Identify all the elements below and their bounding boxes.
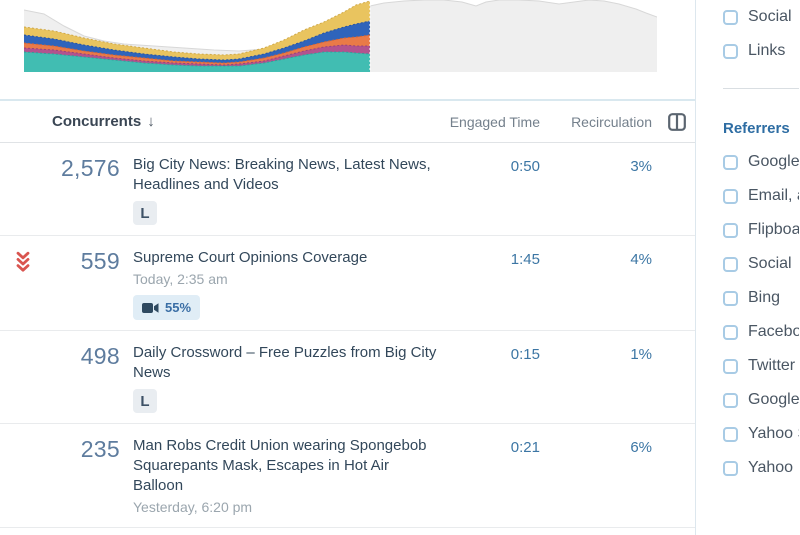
checkbox[interactable] [723, 43, 738, 59]
checkbox[interactable] [723, 324, 738, 340]
concurrents-value: 498 [80, 343, 120, 369]
table-row[interactable]: 235 Man Robs Credit Union wearing Sponge… [0, 424, 695, 528]
checkbox[interactable] [723, 188, 738, 204]
referrer-item-yahoo-search[interactable]: Yahoo S [696, 417, 799, 451]
referrer-item-google[interactable]: Google [696, 145, 799, 179]
filter-label: Flipboar [748, 221, 799, 238]
column-header-concurrents[interactable]: Concurrents ↓ [0, 113, 443, 130]
filter-label: Email, ap [748, 187, 799, 204]
table-header: Concurrents ↓ Engaged Time Recirculation [0, 99, 695, 143]
checkbox[interactable] [723, 154, 738, 170]
landing-page-badge: L [133, 389, 157, 413]
referrers-heading: Referrers [723, 119, 790, 137]
columns-icon [668, 112, 686, 131]
referrer-item-bing[interactable]: Bing [696, 281, 799, 315]
filter-label: Google [748, 391, 799, 408]
checkbox[interactable] [723, 290, 738, 306]
recirculation-value: 1% [630, 346, 652, 363]
filter-label: Bing [748, 289, 781, 306]
recirculation-value: 3% [630, 158, 652, 175]
article-title[interactable]: Daily Crossword – Free Puzzles from Big … [133, 344, 437, 381]
columns-toggle-button[interactable] [652, 112, 695, 131]
checkbox[interactable] [723, 392, 738, 408]
table-row[interactable]: 498 Daily Crossword – Free Puzzles from … [0, 331, 695, 424]
sort-descending-icon: ↓ [147, 113, 155, 130]
filter-item-social[interactable]: Social [696, 0, 799, 34]
engaged-time-value: 0:15 [510, 346, 540, 363]
table-row[interactable]: 2,576 Big City News: Breaking News, Late… [0, 143, 695, 236]
referrer-item-twitter[interactable]: Twitter [696, 349, 799, 383]
article-title[interactable]: Big City News: Breaking News, Latest New… [133, 156, 431, 193]
filter-label: Social [748, 255, 792, 272]
traffic-chart-svg [24, 0, 657, 72]
filter-sidebar: Social Links Referrers Google Email, ap … [696, 0, 799, 535]
landing-page-badge: L [133, 201, 157, 225]
filter-label: Faceboo [748, 323, 799, 340]
sidebar-divider [723, 88, 799, 89]
video-engagement-badge: 55% [133, 295, 201, 320]
filter-label: Yahoo S [748, 425, 799, 442]
concurrents-value: 559 [80, 248, 120, 274]
filter-label: Social [748, 8, 792, 25]
filter-label: Google [748, 153, 799, 170]
checkbox[interactable] [723, 426, 738, 442]
checkbox[interactable] [723, 256, 738, 272]
video-camera-icon [142, 302, 159, 313]
trend-cell [0, 155, 36, 225]
recirculation-value: 6% [630, 439, 652, 456]
referrer-item-yahoo[interactable]: Yahoo [696, 451, 799, 485]
recirculation-value: 4% [630, 251, 652, 268]
referrer-item-facebook[interactable]: Faceboo [696, 315, 799, 349]
referrer-item-google-2[interactable]: Google [696, 383, 799, 417]
column-header-recirculation[interactable]: Recirculation [571, 113, 652, 130]
publish-time: Today, 2:35 am [133, 271, 228, 287]
trend-cell [0, 436, 36, 517]
filter-label: Twitter [748, 357, 796, 374]
falling-trend-icon [16, 251, 30, 272]
traffic-chart[interactable] [0, 0, 695, 99]
filter-item-links[interactable]: Links [696, 34, 799, 68]
engaged-time-value: 0:50 [510, 158, 540, 175]
trend-cell [0, 248, 36, 320]
article-list: 2,576 Big City News: Breaking News, Late… [0, 143, 695, 535]
referrer-item-social[interactable]: Social [696, 247, 799, 281]
article-title[interactable]: Man Robs Credit Union wearing Spongebob … [133, 437, 427, 494]
article-title[interactable]: Supreme Court Opinions Coverage [133, 249, 368, 266]
video-engagement-percent: 55% [165, 300, 192, 315]
publish-time: Yesterday, 6:20 pm [133, 499, 253, 515]
engaged-time-value: 1:45 [510, 251, 540, 268]
column-header-engaged-time[interactable]: Engaged Time [449, 113, 540, 130]
concurrents-value: 235 [80, 436, 120, 462]
concurrents-label: Concurrents [52, 113, 142, 130]
referrer-item-email[interactable]: Email, ap [696, 179, 799, 213]
trend-cell [0, 343, 36, 413]
filter-label: Yahoo [748, 459, 794, 476]
checkbox[interactable] [723, 358, 738, 374]
table-row[interactable]: 197 83-Year-Old Woman Runs First Maratho… [0, 528, 695, 535]
referrer-item-flipboard[interactable]: Flipboar [696, 213, 799, 247]
table-row[interactable]: 559 Supreme Court Opinions Coverage Toda… [0, 236, 695, 331]
engaged-time-value: 0:21 [510, 439, 540, 456]
checkbox[interactable] [723, 9, 738, 25]
main-content: Concurrents ↓ Engaged Time Recirculation … [0, 0, 696, 535]
checkbox[interactable] [723, 222, 738, 238]
checkbox[interactable] [723, 460, 738, 476]
concurrents-value: 2,576 [60, 155, 120, 181]
filter-label: Links [748, 42, 786, 59]
